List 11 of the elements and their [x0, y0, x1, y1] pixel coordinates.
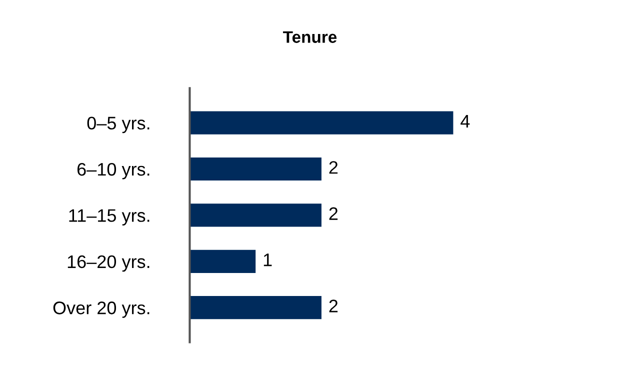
- y-tick-label: 11–15 yrs.: [69, 209, 150, 226]
- data-label: 2: [329, 161, 338, 174]
- data-label: 2: [329, 300, 338, 312]
- chart-title: Tenure: [283, 31, 337, 43]
- data-label: 1: [264, 254, 272, 266]
- data-label: 4: [460, 115, 470, 128]
- y-tick-label: 0–5 yrs.: [87, 116, 150, 134]
- y-tick-label: 6–10 yrs.: [77, 162, 150, 180]
- y-tick-label: 16–20 yrs.: [68, 255, 150, 272]
- data-label: 2: [329, 207, 338, 220]
- y-tick-label: Over 20 yrs.: [53, 302, 150, 318]
